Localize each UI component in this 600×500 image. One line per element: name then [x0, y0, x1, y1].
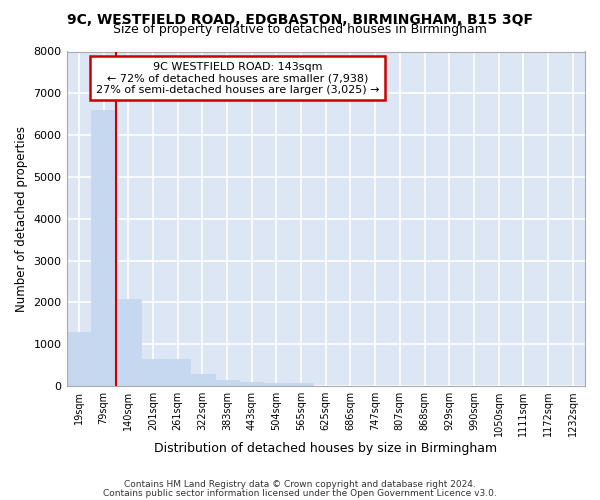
- Bar: [165, 359, 190, 386]
- Bar: [239, 382, 264, 386]
- Bar: [67, 332, 91, 386]
- Bar: [91, 110, 116, 386]
- Bar: [190, 374, 215, 386]
- Text: Contains public sector information licensed under the Open Government Licence v3: Contains public sector information licen…: [103, 489, 497, 498]
- Text: 9C WESTFIELD ROAD: 143sqm
← 72% of detached houses are smaller (7,938)
27% of se: 9C WESTFIELD ROAD: 143sqm ← 72% of detac…: [96, 62, 379, 94]
- Bar: [264, 382, 289, 386]
- X-axis label: Distribution of detached houses by size in Birmingham: Distribution of detached houses by size …: [154, 442, 497, 455]
- Text: 9C, WESTFIELD ROAD, EDGBASTON, BIRMINGHAM, B15 3QF: 9C, WESTFIELD ROAD, EDGBASTON, BIRMINGHA…: [67, 12, 533, 26]
- Y-axis label: Number of detached properties: Number of detached properties: [15, 126, 28, 312]
- Bar: [289, 382, 313, 386]
- Text: Size of property relative to detached houses in Birmingham: Size of property relative to detached ho…: [113, 22, 487, 36]
- Bar: [140, 359, 165, 386]
- Bar: [215, 380, 239, 386]
- Text: Contains HM Land Registry data © Crown copyright and database right 2024.: Contains HM Land Registry data © Crown c…: [124, 480, 476, 489]
- Bar: [116, 299, 140, 386]
